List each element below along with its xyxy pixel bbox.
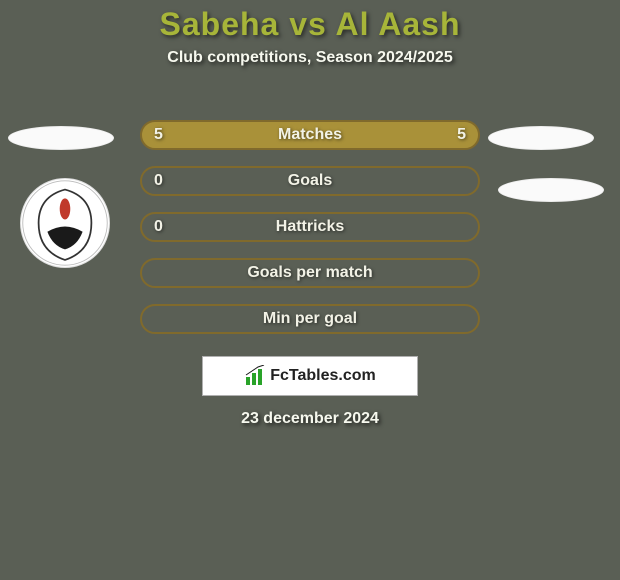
stat-row-matches: Matches 5 5 <box>0 120 620 166</box>
stat-bar: Min per goal <box>140 304 480 334</box>
stats-rows: Matches 5 5 Goals 0 Hattricks 0 Goals per match… <box>0 120 620 350</box>
date-text: 23 december 2024 <box>241 410 379 428</box>
stat-row-goals-per-match: Goals per match <box>0 258 620 304</box>
subtitle: Club competitions, Season 2024/2025 <box>0 49 620 67</box>
stat-value-left: 5 <box>154 126 163 144</box>
stat-row-goals: Goals 0 <box>0 166 620 212</box>
page-title: Sabeha vs Al Aash <box>0 0 620 43</box>
stat-bar: Hattricks 0 <box>140 212 480 242</box>
stat-bar: Goals 0 <box>140 166 480 196</box>
stat-value-left: 0 <box>154 172 163 190</box>
stat-value-right: 5 <box>457 126 466 144</box>
stat-label: Matches <box>278 126 342 144</box>
brand-box[interactable]: FcTables.com <box>202 356 418 396</box>
stat-bar: Matches 5 5 <box>140 120 480 150</box>
stat-value-left: 0 <box>154 218 163 236</box>
stat-bar: Goals per match <box>140 258 480 288</box>
stat-label: Min per goal <box>263 310 357 328</box>
stat-label: Goals <box>288 172 332 190</box>
vs-text: vs <box>289 6 327 42</box>
stat-label: Hattricks <box>276 218 344 236</box>
brand-text: FcTables.com <box>270 367 376 385</box>
stat-row-min-per-goal: Min per goal <box>0 304 620 350</box>
team-b-name: Al Aash <box>336 6 461 42</box>
stat-row-hattricks: Hattricks 0 <box>0 212 620 258</box>
team-a-name: Sabeha <box>160 6 280 42</box>
comparison-widget: Sabeha vs Al Aash Club competitions, Sea… <box>0 0 620 580</box>
stat-label: Goals per match <box>247 264 372 282</box>
brand-chart-icon <box>244 365 266 387</box>
